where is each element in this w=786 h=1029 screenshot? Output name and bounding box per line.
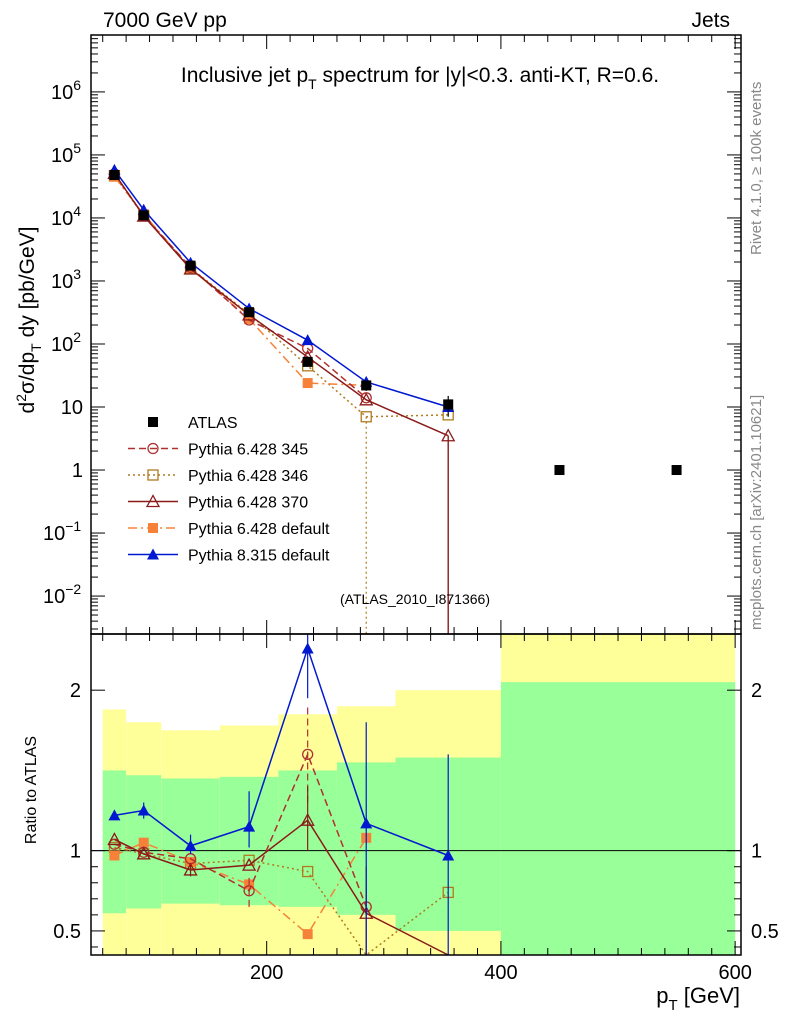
legend-marker-p8 — [147, 548, 159, 560]
ratio-y-tick-label-left: 2 — [70, 680, 81, 702]
ratio-point-p370 — [242, 857, 257, 871]
main-point-atlas — [671, 465, 682, 476]
main-point-atlas — [185, 260, 196, 271]
main-y-tick-label: 105 — [51, 140, 81, 167]
ratio-uncertainty-bands — [102, 634, 736, 955]
x-label-sub: T — [668, 997, 677, 1014]
main-y-tick-label: 1 — [72, 460, 83, 482]
legend-marker-atlas — [148, 417, 158, 427]
x-axis-label: pT [GeV] — [656, 983, 740, 1014]
main-point-p6def — [244, 313, 255, 324]
main-point-atlas — [554, 465, 565, 476]
title-part-1: Inclusive jet p — [181, 64, 308, 87]
ratio-y-tick-label-right: 1 — [751, 841, 762, 863]
main-y-tick-label: 103 — [51, 266, 81, 293]
legend-marker-p370 — [145, 494, 161, 508]
main-point-atlas — [361, 380, 372, 391]
ratio-y-tick-label-left: 0.5 — [53, 921, 81, 943]
plot-marks — [91, 163, 741, 957]
main-point-p370 — [359, 392, 374, 406]
analysis-watermark: (ATLAS_2010_I871366) — [340, 591, 490, 607]
main-y-tick-label: 10 — [61, 397, 83, 419]
main-series-atlas — [109, 170, 682, 476]
band-inner-7 — [500, 682, 736, 955]
main-frame — [90, 34, 742, 635]
legend-label-p345: Pythia 6.428 345 — [188, 442, 308, 459]
main-title: Inclusive jet pT spectrum for |y|<0.3. a… — [181, 64, 659, 92]
main-point-p8 — [301, 334, 314, 346]
legend-label-p6def: Pythia 6.428 default — [188, 521, 330, 538]
legend-marker-p345 — [147, 442, 159, 455]
main-point-atlas — [138, 210, 149, 221]
legend-marker-p346 — [147, 469, 159, 481]
main-y-tick-label: 10−2 — [43, 581, 81, 608]
main-y-tick-label: 104 — [51, 203, 81, 230]
ratio-y-axis-label: Ratio to ATLAS — [23, 736, 40, 844]
x-tick-label: 600 — [718, 962, 751, 984]
main-line-p8 — [113, 169, 449, 408]
ratio-frame — [90, 633, 742, 956]
ratio-point-p370 — [107, 832, 122, 846]
main-line-p346 — [113, 175, 449, 418]
ratio-point-p8 — [184, 839, 197, 851]
ratio-point-p345 — [302, 748, 314, 761]
main-point-atlas — [443, 399, 454, 410]
ratio-y-tick-label-right: 0.5 — [751, 921, 779, 943]
ratio-point-p6def — [302, 929, 313, 940]
legend-label-p8: Pythia 8.315 default — [188, 548, 330, 565]
legend-label-p370: Pythia 6.428 370 — [188, 495, 308, 512]
ratio-point-p8 — [137, 804, 150, 816]
legend: ATLAS Pythia 6.428 345 Pythia 6.428 346 Pyt… — [128, 415, 330, 565]
legend-label-atlas: ATLAS — [188, 415, 238, 432]
ratio-point-p8 — [360, 817, 373, 829]
rivet-label: Rivet 4.1.0, ≥ 100k events — [748, 82, 765, 255]
energy-label: 7000 GeV pp — [103, 9, 227, 32]
main-y-tick-label: 10−1 — [43, 518, 81, 545]
main-point-atlas — [244, 307, 255, 318]
main-series-p370 — [107, 166, 456, 442]
title-part-2: spectrum for |y|<0.3. anti-KT, R=0.6. — [317, 64, 659, 87]
main-point-atlas — [109, 170, 120, 181]
ratio-point-p6def — [138, 837, 149, 848]
ratio-point-p8 — [108, 809, 121, 821]
main-series-p346 — [108, 169, 454, 423]
title-sub: T — [308, 76, 317, 92]
category-label: Jets — [691, 9, 730, 32]
main-line-p370 — [113, 172, 449, 437]
ratio-point-p346 — [302, 865, 314, 878]
ratio-y-tick-label-left: 1 — [70, 841, 81, 863]
ratio-point-p370 — [136, 846, 151, 860]
ratio-point-p8 — [301, 642, 314, 654]
x-tick-label: 200 — [250, 962, 283, 984]
legend-marker-p6def — [148, 523, 158, 533]
main-line-p345 — [113, 173, 367, 399]
ratio-point-p8 — [243, 820, 256, 832]
legend-label-p346: Pythia 6.428 346 — [188, 468, 308, 485]
main-point-atlas — [302, 356, 313, 367]
ratio-point-p8 — [442, 849, 455, 861]
mcplots-label: mcplots.cern.ch [arXiv:2401.10621] — [748, 395, 765, 630]
ratio-point-p6def — [185, 856, 196, 867]
main-series-p8 — [108, 163, 455, 413]
ratio-point-p370 — [300, 812, 315, 826]
ratio-series-p8 — [108, 634, 455, 955]
main-series-p345 — [108, 168, 372, 404]
ratio-y-tick-label-right: 2 — [751, 680, 762, 702]
ratio-point-p345 — [243, 885, 255, 897]
main-y-tick-label: 106 — [51, 77, 81, 104]
main-y-axis-label: d2σ/dpT dy [pb/GeV] — [13, 227, 44, 414]
x-tick-label: 400 — [484, 962, 517, 984]
main-y-tick-label: 102 — [51, 329, 81, 356]
x-label-p: p — [656, 983, 668, 1008]
x-label-unit: [GeV] — [678, 983, 740, 1008]
ratio-point-p6def — [109, 850, 120, 861]
ratio-point-p370 — [183, 862, 198, 876]
main-point-p6def — [302, 378, 313, 389]
